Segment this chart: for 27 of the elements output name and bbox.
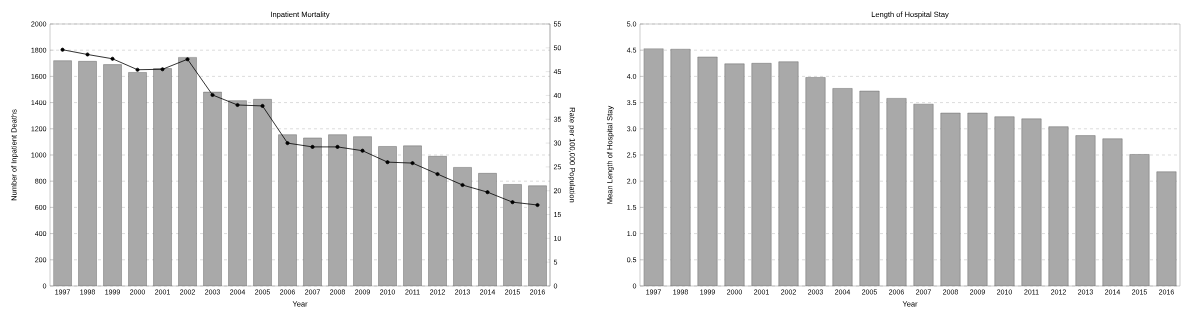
point [135,67,140,72]
point [360,148,365,153]
point [185,57,190,62]
bar [478,173,497,286]
point [535,203,540,208]
point [60,47,65,52]
point [110,56,115,61]
point [160,67,165,72]
point [310,144,315,149]
point [260,103,265,108]
point [410,161,415,166]
bar [353,136,372,286]
bar [78,61,97,286]
point [285,141,290,146]
point [510,200,515,205]
bar [203,92,222,286]
point [85,52,90,57]
bar [53,60,72,286]
bar [724,63,745,286]
point [435,172,440,177]
point [485,190,490,195]
point [385,160,390,165]
point [210,92,215,97]
point [335,144,340,149]
point [235,102,240,107]
point [460,183,465,187]
bar [670,49,691,286]
